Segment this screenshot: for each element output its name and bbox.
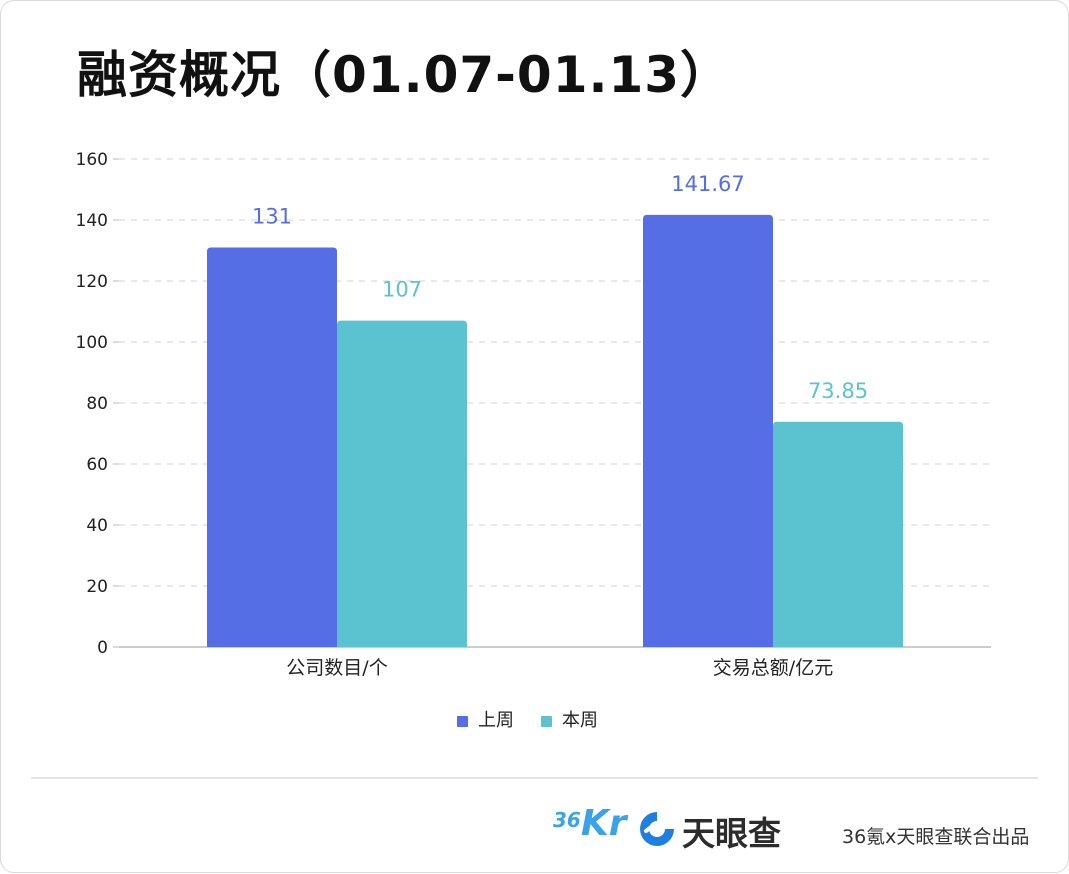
logo-36kr-sup: 36 (553, 807, 581, 832)
y-tick-label: 0 (97, 638, 108, 658)
logo-36kr: 36Kr (553, 803, 627, 844)
data-label: 107 (382, 278, 422, 302)
footer-divider (31, 777, 1038, 779)
legend-label: 上周 (478, 710, 514, 731)
tianyancha-logo-icon (640, 812, 674, 846)
data-label: 141.67 (671, 172, 744, 196)
logo-tianyancha-text: 天眼查 (682, 814, 781, 853)
bar-last-week (207, 247, 337, 647)
bar-last-week (643, 214, 773, 647)
y-tick-label: 40 (86, 516, 108, 536)
footer-credit: 36氪x天眼查联合出品 (842, 826, 1030, 848)
data-label: 73.85 (808, 379, 868, 403)
data-label: 131 (252, 204, 292, 228)
y-tick-label: 100 (76, 333, 108, 353)
bar-this-week (773, 421, 903, 647)
legend-swatch (457, 716, 468, 727)
legend-label: 本周 (562, 710, 598, 731)
bar-this-week (337, 320, 467, 647)
y-tick-label: 20 (86, 577, 108, 597)
x-category-label: 公司数目/个 (286, 657, 387, 679)
y-tick-label: 160 (76, 150, 108, 170)
legend-swatch (541, 716, 552, 727)
y-tick-label: 140 (76, 211, 108, 231)
x-category-label: 交易总额/亿元 (713, 657, 833, 679)
chart-title: 融资概况（01.07-01.13） (77, 46, 732, 104)
y-tick-label: 80 (86, 394, 108, 414)
logo-36kr-main: Kr (580, 803, 627, 844)
y-tick-label: 120 (76, 272, 108, 292)
y-tick-label: 60 (86, 455, 108, 475)
